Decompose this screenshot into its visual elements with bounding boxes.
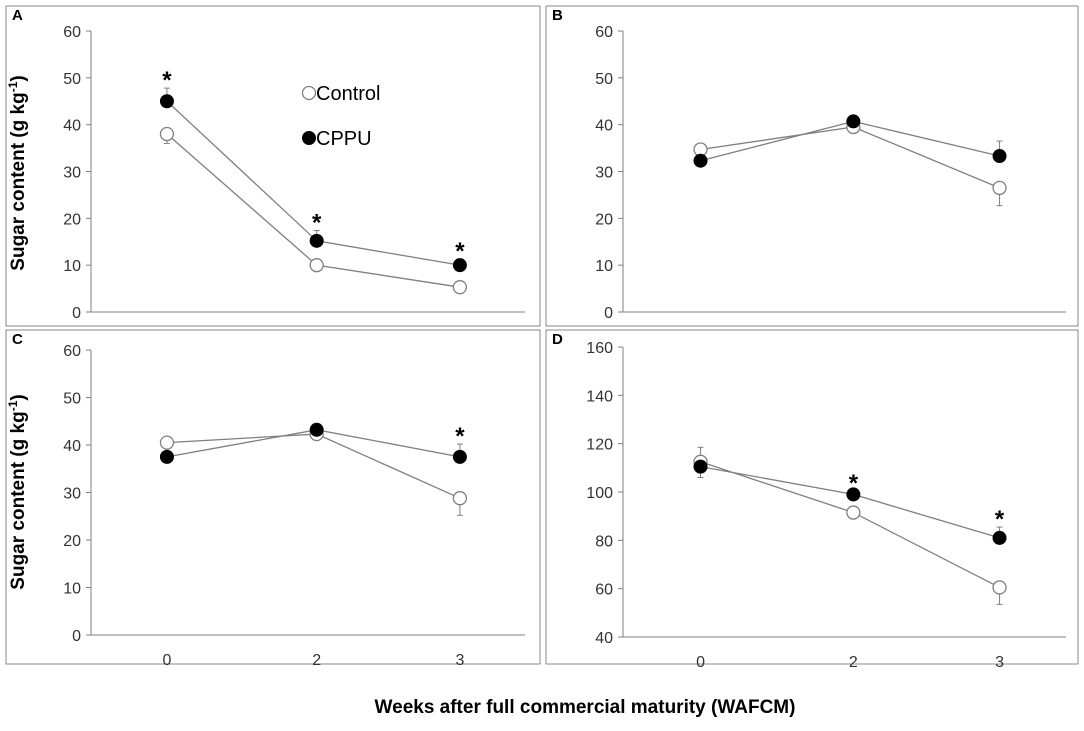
y-tick-label: 60: [63, 24, 81, 41]
y-tick-label: 50: [63, 391, 81, 408]
panel-label: A: [12, 7, 23, 24]
legend-label-control: Control: [316, 83, 380, 105]
point-control: [452, 491, 468, 506]
point-cppu: [846, 114, 861, 129]
significance-marker: *: [995, 506, 1005, 533]
significance-marker: *: [312, 210, 322, 237]
legend: Control CPPU: [301, 83, 380, 150]
panels: A0102030405060***ControlCPPUB01020304050…: [5, 5, 1079, 671]
point-control: [992, 180, 1007, 196]
ylabel-bottom-sup: -1: [6, 400, 20, 411]
significance-marker: *: [162, 67, 172, 94]
panel-frame: [5, 5, 541, 327]
x-tick-label: 2: [849, 654, 858, 671]
panel-d: D 40 60 80 100 120 140 160 0 2 3 * *: [545, 329, 1079, 671]
ylabel-top-main: Sugar content (g kg: [8, 92, 29, 270]
y-tick-label: 80: [595, 533, 613, 550]
y-tick-label: 10: [595, 258, 613, 275]
point-control: [452, 280, 468, 295]
legend-marker-cppu: [302, 131, 316, 145]
x-tick-label: 3: [995, 654, 1004, 671]
series-line-control: [700, 126, 1000, 189]
point-cppu: [159, 94, 174, 109]
y-tick-label: 0: [604, 305, 613, 322]
y-tick-label: 10: [63, 581, 81, 598]
y-tick-label: 60: [595, 582, 613, 599]
y-tick-label: 160: [586, 340, 613, 357]
y-tick-label: 30: [63, 486, 81, 503]
point-control: [159, 126, 175, 142]
x-tick-label: 0: [696, 654, 705, 671]
panel-b: B 0 10 20 30 40 50 60: [545, 5, 1079, 327]
y-tick-label: 140: [586, 388, 613, 405]
point-control: [992, 580, 1007, 595]
y-tick-label: 30: [63, 165, 81, 182]
ylabel-top-close: ): [8, 75, 29, 81]
y-tick-label: 20: [63, 211, 81, 228]
y-tick-label: 120: [586, 437, 613, 454]
ylabel-bottom-close: ): [8, 394, 29, 400]
point-control: [309, 258, 324, 273]
y-tick-label: 40: [595, 630, 613, 647]
panel-a: A 0 10 20 30 40 50 60 * * * Control CPPU: [5, 5, 541, 327]
y-tick-label: 60: [595, 24, 613, 41]
ylabel-top: Sugar content (g kg-1): [6, 75, 29, 270]
legend-marker-control: [301, 85, 317, 101]
panel-frame: [545, 329, 1079, 665]
significance-marker: *: [455, 423, 465, 450]
y-tick-label: 60: [63, 343, 81, 360]
y-tick-label: 40: [63, 118, 81, 135]
point-cppu: [693, 153, 708, 168]
y-tick-label: 100: [586, 485, 613, 502]
x-tick-label: 0: [162, 652, 171, 669]
y-tick-label: 40: [63, 438, 81, 455]
y-tick-label: 50: [63, 71, 81, 88]
panel-label: C: [12, 331, 23, 348]
x-tick-label: 3: [455, 652, 464, 669]
point-cppu: [992, 149, 1007, 164]
panel-frame: [5, 329, 541, 665]
ylabel-bottom: Sugar content (g kg-1): [6, 394, 29, 589]
point-cppu: [452, 449, 467, 464]
panel-label: D: [552, 331, 563, 348]
point-cppu: [309, 233, 324, 248]
point-control: [159, 435, 175, 450]
point-cppu: [693, 459, 708, 474]
legend-label-cppu: CPPU: [316, 128, 372, 150]
ylabel-bottom-main: Sugar content (g kg: [8, 411, 29, 589]
y-tick-label: 30: [595, 165, 613, 182]
x-tick-label: 2: [312, 652, 321, 669]
y-tick-label: 0: [72, 305, 81, 322]
point-cppu: [452, 258, 467, 273]
y-tick-label: 20: [63, 533, 81, 550]
point-control: [846, 505, 861, 520]
significance-marker: *: [455, 238, 465, 265]
y-tick-label: 50: [595, 71, 613, 88]
point-cppu: [309, 422, 324, 437]
point-cppu: [846, 487, 861, 502]
panel-c: C 0 10 20 30 40 50 60 0 2 3 *: [5, 329, 541, 669]
point-cppu: [159, 449, 174, 464]
y-tick-label: 10: [63, 258, 81, 275]
y-tick-label: 0: [72, 628, 81, 645]
panel-frame: [545, 5, 1079, 327]
panel-label: B: [552, 7, 563, 24]
xlabel: Weeks after full commercial maturity (WA…: [375, 697, 796, 718]
y-tick-label: 20: [595, 211, 613, 228]
series-line-control: [166, 433, 461, 499]
point-cppu: [992, 530, 1007, 545]
significance-marker: *: [849, 470, 859, 497]
ylabel-top-sup: -1: [6, 81, 20, 92]
y-tick-label: 40: [595, 118, 613, 135]
